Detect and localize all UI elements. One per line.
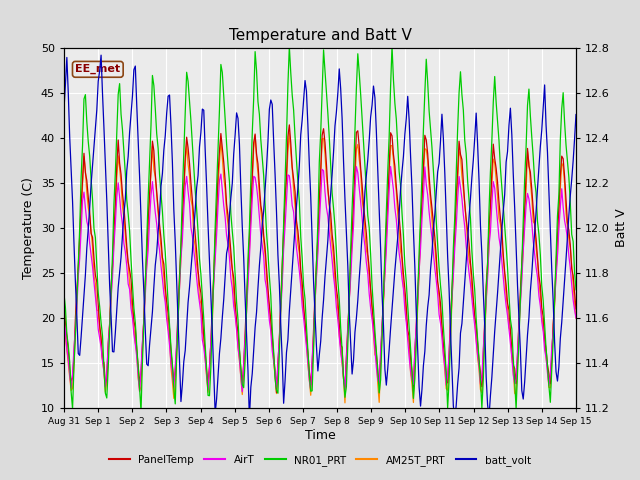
X-axis label: Time: Time [305,429,335,442]
Legend: PanelTemp, AirT, NR01_PRT, AM25T_PRT, batt_volt: PanelTemp, AirT, NR01_PRT, AM25T_PRT, ba… [105,451,535,470]
Title: Temperature and Batt V: Temperature and Batt V [228,28,412,43]
Y-axis label: Temperature (C): Temperature (C) [22,177,35,279]
Y-axis label: Batt V: Batt V [616,209,628,247]
Text: EE_met: EE_met [76,64,120,74]
